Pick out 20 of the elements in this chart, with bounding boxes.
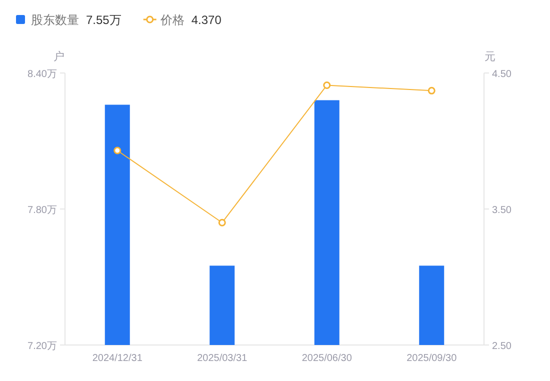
y-tick-label: 7.20万 [28,341,57,352]
y2-tick-label: 4.50 [492,69,512,80]
x-tick-label: 2025/09/30 [406,353,458,364]
x-tick-label: 2024/12/31 [92,353,143,364]
y2-tick-label: 3.50 [492,205,512,216]
text: 4.370 [191,13,222,27]
point [114,146,122,154]
text: 7.55万 [86,13,122,27]
point [218,218,226,226]
x-tick-label: 2025/06/30 [302,353,352,364]
y-tick-label: 7.80万 [28,205,57,216]
legend-label: 股东数量 [31,13,79,27]
point [428,86,436,94]
point [323,81,331,89]
y-axis-title: 户 [54,50,64,63]
legend-label: 价格 [159,13,184,27]
y2-axis-title: 元 [484,51,496,63]
y2-tick-label: 2.50 [492,341,512,352]
x-tick-label: 2025/03/31 [197,353,248,364]
y-tick-label: 8.40万 [28,69,57,80]
